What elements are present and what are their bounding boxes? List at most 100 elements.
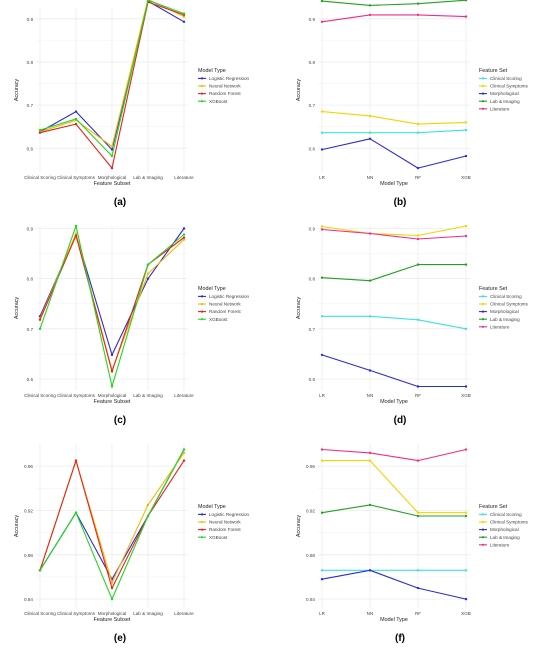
x-tick-label: Literature	[174, 611, 194, 616]
legend-title: Feature Set	[479, 68, 508, 74]
x-tick-label: LR	[319, 611, 326, 616]
x-tick-label: Clinical Scoring	[24, 611, 56, 616]
series-line-morphological	[321, 354, 466, 388]
x-tick-label: Clinical Scoring	[24, 175, 56, 180]
data-point-morphological	[464, 597, 468, 601]
data-point-clinical_scoring	[320, 315, 324, 318]
legend-marker-morphological	[481, 528, 485, 531]
y-tick-label: 0.9	[27, 17, 34, 22]
plot-area	[318, 444, 470, 608]
legend-label: Morphological	[490, 309, 519, 314]
y-tick-label: 0.8	[309, 60, 316, 65]
data-point-xgboost	[146, 263, 150, 266]
data-point-morphological	[320, 148, 324, 151]
data-point-clinical_symptoms	[368, 459, 372, 462]
y-axis-title: Accuracy	[296, 297, 302, 319]
legend-marker-clinical_scoring	[481, 295, 485, 298]
data-point-lab_imaging	[320, 276, 324, 279]
data-point-logistic_regression	[182, 227, 186, 230]
legend-marker-random_forest	[200, 92, 204, 95]
y-tick-label: 0.6	[27, 146, 34, 151]
series-line-clinical_symptoms	[321, 225, 467, 237]
series-line-lab_imaging	[321, 264, 466, 282]
y-axis-title: Accuracy	[14, 515, 20, 537]
data-point-lab_imaging	[320, 511, 324, 514]
data-point-clinical_scoring	[464, 569, 468, 572]
legend-label: Literature	[490, 106, 510, 111]
legend-label: Random Forest	[209, 309, 241, 314]
data-point-lab_imaging	[464, 263, 468, 266]
data-point-literature	[368, 232, 372, 235]
y-axis-title: Accuracy	[14, 297, 20, 319]
legend: Feature Set Clinical Scoring Clinical Symp…	[479, 504, 528, 547]
y-tick-label: 0.7	[309, 327, 316, 332]
data-point-clinical_scoring	[464, 128, 468, 132]
series-line-lab_imaging	[321, 0, 467, 6]
legend-label: Clinical Symptoms	[490, 520, 528, 525]
data-point-literature	[320, 228, 324, 231]
series-line-clinical_scoring	[322, 129, 467, 134]
legend-marker-literature	[481, 107, 485, 110]
y-tick-label: 0.7	[309, 103, 316, 108]
x-tick-label: Clinical Symptoms	[57, 611, 95, 616]
y-tick-label: 0.6	[27, 377, 34, 382]
x-tick-label: Lab & Imaging	[133, 611, 163, 616]
data-point-lab_imaging	[368, 4, 372, 7]
chart-panel-a: 0.6 0.7 0.8 0.9 Clinical Scoring Clinical Sym…	[14, 0, 250, 208]
data-point-xgboost	[146, 0, 150, 2]
data-point-clinical_symptoms	[320, 110, 324, 113]
legend-title: Model Type	[198, 286, 226, 292]
plot-area	[318, 8, 470, 172]
data-point-random_forest	[110, 166, 114, 170]
x-tick-label: NN	[367, 393, 374, 398]
x-tick-label: LR	[319, 175, 326, 180]
data-point-clinical_scoring	[416, 569, 420, 572]
x-tick-label: Lab & Imaging	[133, 175, 163, 180]
series-line-literature	[321, 228, 467, 240]
data-point-logistic_regression	[110, 353, 114, 357]
x-axis-title: Model Type	[380, 617, 408, 623]
data-point-clinical_symptoms	[464, 121, 468, 124]
x-axis-title: Feature Subset	[94, 181, 131, 187]
data-point-lab_imaging	[416, 263, 420, 266]
series-line-clinical_symptoms	[321, 111, 467, 125]
data-point-morphological	[416, 385, 420, 388]
legend-label: Clinical Scoring	[490, 512, 522, 517]
data-point-neural_network	[146, 503, 150, 507]
data-point-clinical_symptoms	[464, 511, 468, 514]
data-point-random_forest	[38, 318, 42, 321]
legend-marker-neural_network	[200, 84, 204, 88]
data-point-xgboost	[146, 514, 150, 518]
data-point-random_forest	[110, 586, 114, 590]
x-tick-label: RF	[415, 175, 421, 180]
data-point-xgboost	[74, 117, 78, 121]
legend-marker-xgboost	[200, 100, 204, 103]
y-tick-label: 0.9	[27, 227, 34, 232]
data-point-lab_imaging	[368, 279, 372, 282]
data-point-xgboost	[38, 569, 42, 572]
legend-marker-clinical_symptoms	[481, 84, 485, 88]
data-point-random_forest	[110, 370, 114, 373]
legend-title: Model Type	[198, 68, 226, 74]
y-tick-label: 0.9	[309, 227, 316, 232]
data-point-xgboost	[110, 597, 114, 601]
data-point-literature	[464, 15, 468, 18]
legend-label: Lab & Imaging	[490, 317, 520, 322]
y-tick-label: 0.88	[24, 553, 33, 558]
chart-panel-f: 0.84 0.88 0.92 0.96 LR NN RF XGB Model Type Accur…	[296, 444, 528, 644]
y-tick-label: 0.88	[306, 553, 315, 558]
data-point-literature	[368, 451, 372, 455]
legend-label: XGBoost	[209, 99, 228, 104]
legend-label: Morphological	[490, 91, 519, 96]
data-point-literature	[416, 459, 420, 462]
series-line-literature	[321, 448, 467, 462]
x-tick-label: Morphological	[98, 393, 127, 398]
legend-label: Clinical Scoring	[490, 76, 522, 81]
legend-marker-clinical_scoring	[481, 77, 485, 80]
x-axis-title: Feature Subset	[94, 617, 131, 623]
data-point-neural_network	[74, 232, 78, 235]
data-point-morphological	[416, 586, 420, 590]
y-axis-title: Accuracy	[296, 79, 302, 101]
x-tick-label: LR	[319, 393, 326, 398]
panel-label: (b)	[394, 197, 407, 208]
